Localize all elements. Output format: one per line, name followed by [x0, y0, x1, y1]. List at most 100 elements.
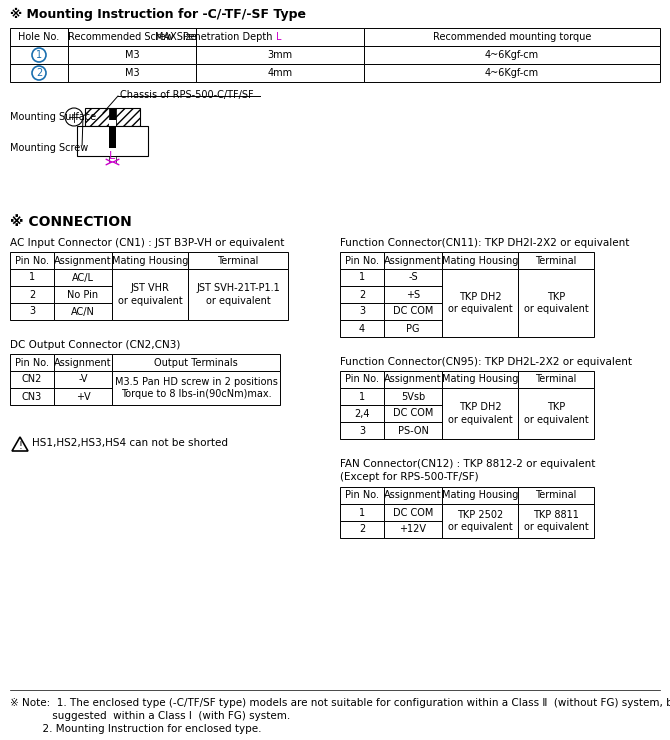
- Bar: [384, 504, 442, 521]
- Circle shape: [32, 66, 46, 80]
- Bar: [68, 46, 196, 64]
- Bar: [109, 108, 116, 156]
- Text: TKP DH2
or equivalent: TKP DH2 or equivalent: [448, 403, 513, 425]
- Bar: [384, 371, 442, 388]
- Bar: [68, 64, 196, 82]
- Bar: [10, 64, 68, 82]
- Text: M3.5 Pan HD screw in 2 positions
Torque to 8 lbs-in(90cNm)max.: M3.5 Pan HD screw in 2 positions Torque …: [115, 377, 277, 399]
- Bar: [109, 126, 116, 148]
- Bar: [196, 46, 364, 64]
- Text: 1: 1: [36, 50, 42, 60]
- Bar: [518, 252, 594, 269]
- Text: 2,4: 2,4: [354, 408, 370, 419]
- Bar: [68, 28, 196, 46]
- Text: TKP
or equivalent: TKP or equivalent: [524, 292, 588, 314]
- Text: Mating Housing: Mating Housing: [112, 255, 188, 266]
- Text: DC COM: DC COM: [393, 306, 433, 317]
- Text: Terminal: Terminal: [535, 491, 577, 500]
- Text: HS1,HS2,HS3,HS4 can not be shorted: HS1,HS2,HS3,HS4 can not be shorted: [32, 438, 228, 448]
- Text: ※ CONNECTION: ※ CONNECTION: [10, 215, 132, 229]
- Bar: [109, 148, 116, 156]
- Text: PS-ON: PS-ON: [397, 425, 428, 436]
- Text: Terminal: Terminal: [535, 374, 577, 385]
- Bar: [112, 269, 188, 320]
- Text: 1: 1: [359, 391, 365, 402]
- Text: -S: -S: [408, 272, 418, 283]
- Bar: [54, 286, 112, 303]
- Text: 4~6Kgf-cm: 4~6Kgf-cm: [485, 68, 539, 78]
- Bar: [340, 487, 384, 504]
- Text: TKP 2502
or equivalent: TKP 2502 or equivalent: [448, 510, 513, 532]
- Bar: [384, 320, 442, 337]
- Text: PG: PG: [406, 323, 419, 334]
- Text: Chassis of RPS-500-C/TF/SF: Chassis of RPS-500-C/TF/SF: [120, 90, 254, 100]
- Bar: [340, 252, 384, 269]
- Text: TKP
or equivalent: TKP or equivalent: [524, 403, 588, 425]
- Text: ※ Note:  1. The enclosed type (-C/TF/SF type) models are not suitable for config: ※ Note: 1. The enclosed type (-C/TF/SF t…: [10, 698, 670, 708]
- Bar: [54, 252, 112, 269]
- Bar: [112, 252, 188, 269]
- Bar: [384, 286, 442, 303]
- Bar: [10, 46, 68, 64]
- Text: Function Connector(CN95): TKP DH2L-2X2 or equivalent: Function Connector(CN95): TKP DH2L-2X2 o…: [340, 357, 632, 367]
- Text: DC COM: DC COM: [393, 408, 433, 419]
- Bar: [112, 371, 280, 405]
- Bar: [10, 286, 54, 303]
- Bar: [10, 269, 54, 286]
- Bar: [340, 320, 384, 337]
- Text: Assignment: Assignment: [384, 255, 442, 266]
- Bar: [340, 405, 384, 422]
- Bar: [384, 269, 442, 286]
- Text: suggested  within a Class Ⅰ  (with FG) system.: suggested within a Class Ⅰ (with FG) sys…: [10, 711, 290, 721]
- Bar: [10, 303, 54, 320]
- Text: 3: 3: [29, 306, 35, 317]
- Text: 2: 2: [29, 289, 35, 300]
- Text: Hole No.: Hole No.: [18, 32, 60, 42]
- Bar: [54, 388, 112, 405]
- Text: !: !: [18, 441, 22, 451]
- Bar: [10, 28, 68, 46]
- Bar: [340, 521, 384, 538]
- Text: Terminal: Terminal: [535, 255, 577, 266]
- Bar: [384, 521, 442, 538]
- Text: 1: 1: [359, 272, 365, 283]
- Bar: [340, 388, 384, 405]
- Text: 2: 2: [359, 289, 365, 300]
- Bar: [518, 487, 594, 504]
- Text: 1: 1: [29, 272, 35, 283]
- Bar: [112, 354, 280, 371]
- Bar: [340, 303, 384, 320]
- Text: 2. Mounting Instruction for enclosed type.: 2. Mounting Instruction for enclosed typ…: [10, 724, 261, 734]
- Bar: [364, 64, 660, 82]
- Bar: [364, 46, 660, 64]
- Text: 5Vsb: 5Vsb: [401, 391, 425, 402]
- Text: Recommended Screw Size: Recommended Screw Size: [68, 32, 196, 42]
- Bar: [10, 252, 54, 269]
- Text: L: L: [276, 32, 281, 42]
- Text: JST SVH-21T-P1.1
or equivalent: JST SVH-21T-P1.1 or equivalent: [196, 283, 280, 306]
- Text: Mounting Surface: Mounting Surface: [10, 112, 96, 122]
- Bar: [54, 371, 112, 388]
- Bar: [384, 422, 442, 439]
- Bar: [518, 388, 594, 439]
- Bar: [518, 269, 594, 337]
- Text: Assignment: Assignment: [384, 491, 442, 500]
- Bar: [54, 354, 112, 371]
- Bar: [340, 371, 384, 388]
- Text: Pin No.: Pin No.: [345, 255, 379, 266]
- Text: L: L: [109, 151, 116, 161]
- Bar: [196, 28, 364, 46]
- Bar: [442, 269, 518, 337]
- Text: +V: +V: [76, 391, 90, 402]
- Bar: [196, 64, 364, 82]
- Text: AC/L: AC/L: [72, 272, 94, 283]
- Bar: [10, 388, 54, 405]
- Bar: [54, 269, 112, 286]
- Text: 4~6Kgf-cm: 4~6Kgf-cm: [485, 50, 539, 60]
- Bar: [340, 504, 384, 521]
- Bar: [188, 269, 288, 320]
- Text: Mounting Screw: Mounting Screw: [10, 143, 88, 153]
- Bar: [442, 504, 518, 538]
- Text: AC/N: AC/N: [71, 306, 95, 317]
- Text: CN2: CN2: [22, 374, 42, 385]
